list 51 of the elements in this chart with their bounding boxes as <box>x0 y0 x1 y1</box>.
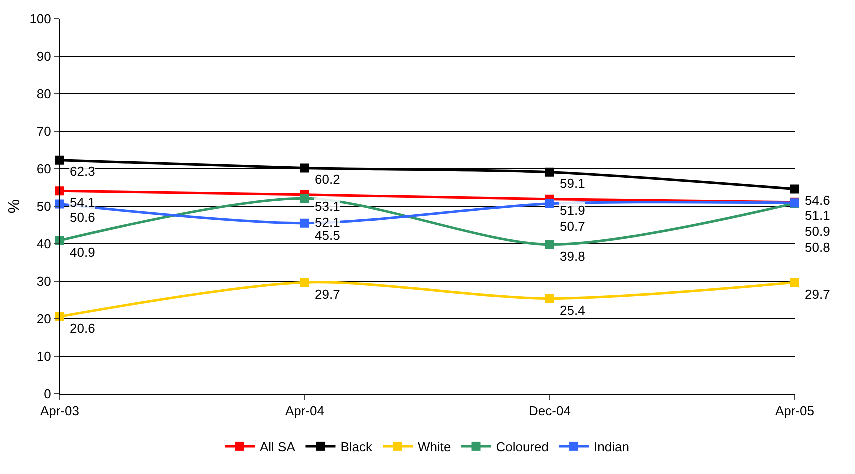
y-tick-label: 50 <box>36 199 52 214</box>
data-label: 39.8 <box>560 249 586 264</box>
data-label: 51.1 <box>805 208 830 223</box>
y-tick-label: 100 <box>30 12 52 27</box>
data-label: 50.9 <box>805 224 830 239</box>
y-tick-label: 0 <box>44 386 52 402</box>
point <box>790 278 800 288</box>
y-axis-title: % <box>6 199 24 214</box>
y-tick-label: 30 <box>36 274 52 290</box>
data-label: 52.1 <box>315 215 340 230</box>
y-tick-label: 80 <box>36 86 52 102</box>
data-label: 62.3 <box>70 164 96 179</box>
data-label: 45.5 <box>315 228 340 243</box>
point <box>300 194 310 204</box>
point <box>300 164 310 173</box>
data-label: 59.1 <box>560 176 586 191</box>
data-label: 54.1 <box>70 195 96 210</box>
legend-label: White <box>418 440 452 455</box>
data-label: 60.2 <box>315 172 340 187</box>
point <box>300 278 310 288</box>
legend-label: Indian <box>594 440 630 455</box>
data-label: 50.8 <box>805 240 830 255</box>
y-tick-label: 40 <box>36 236 52 252</box>
data-label: 53.1 <box>315 199 340 214</box>
data-label: 50.7 <box>560 219 586 234</box>
y-tick-label: 60 <box>36 162 52 177</box>
data-label: 54.6 <box>805 193 830 208</box>
point <box>300 218 310 228</box>
data-label: 29.7 <box>805 287 830 302</box>
y-tick-label: 70 <box>36 124 52 140</box>
legend-label: All SA <box>260 440 296 455</box>
point <box>546 199 554 208</box>
y-tick-label: 10 <box>36 349 52 364</box>
data-label: 29.7 <box>315 287 340 302</box>
data-label: 25.4 <box>560 303 586 318</box>
x-tick-label: Dec-04 <box>529 404 571 419</box>
point <box>546 240 554 250</box>
data-label: 50.6 <box>70 210 96 225</box>
legend-label: Coloured <box>496 440 550 455</box>
y-tick-label: 90 <box>36 49 52 64</box>
legend-label: Black <box>340 440 374 455</box>
y-tick-label: 20 <box>36 312 52 327</box>
data-label: 40.9 <box>70 245 96 260</box>
data-label: 20.6 <box>70 321 96 336</box>
x-tick-label: Apr-03 <box>40 404 80 419</box>
point <box>790 184 800 194</box>
x-tick-label: Apr-04 <box>285 404 325 419</box>
point <box>546 294 554 304</box>
x-tick-label: Apr-05 <box>775 404 815 419</box>
point <box>546 168 554 177</box>
data-label: 51.9 <box>560 203 586 218</box>
